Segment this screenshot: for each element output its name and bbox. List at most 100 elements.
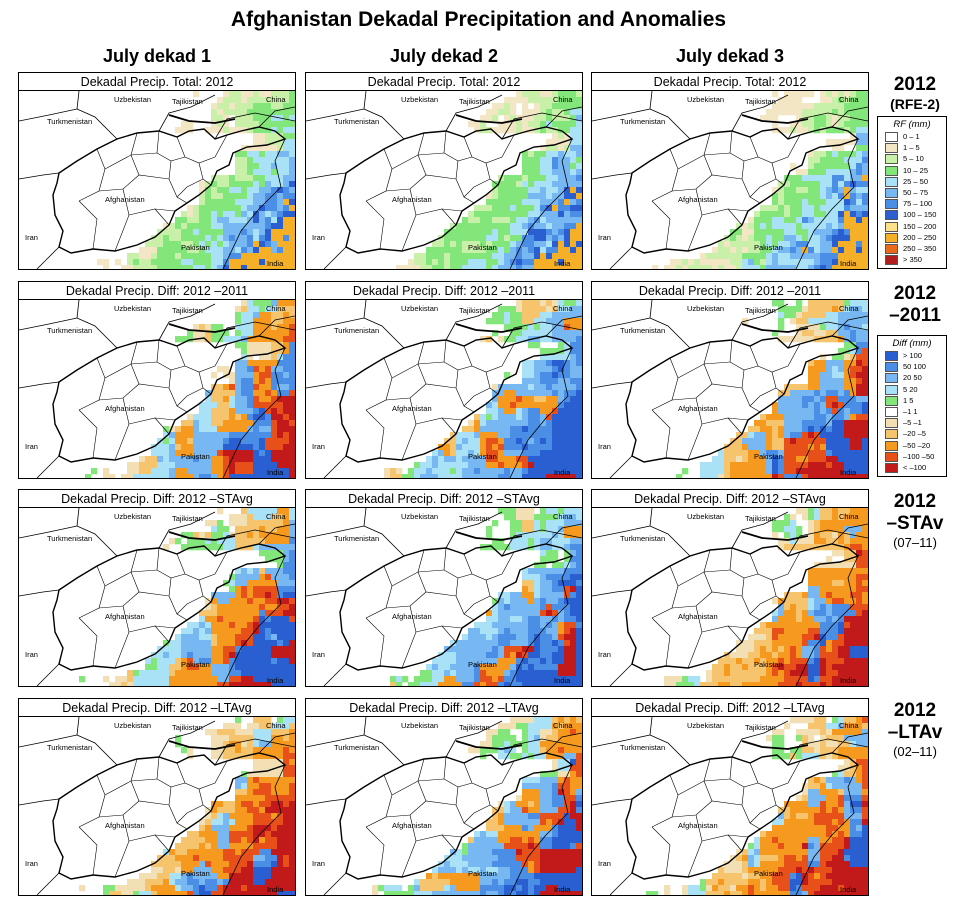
border-line (592, 589, 633, 597)
legend-item: > 350 (878, 254, 946, 266)
province-boundary (741, 804, 761, 830)
border-line (501, 112, 582, 140)
afghanistan-outline (52, 126, 287, 254)
legend-swatch (885, 232, 898, 243)
border-line (76, 508, 118, 557)
province-boundary (463, 595, 491, 615)
province-boundary (677, 361, 731, 379)
province-boundary (130, 549, 140, 593)
province-boundary (749, 595, 777, 615)
border-line (306, 525, 365, 539)
province-boundary (441, 625, 463, 629)
legend-item: 1 5 (878, 395, 946, 406)
border-line (831, 315, 868, 337)
place-label-tajikistan: Tajikistan (172, 723, 203, 732)
panel-title: Dekadal Precip. Total: 2012 (306, 73, 582, 91)
border-line (306, 734, 365, 748)
border-line (222, 138, 286, 269)
legend-item: 250 – 350 (878, 243, 946, 254)
place-label-afghanistan: Afghanistan (105, 195, 145, 204)
province-boundary (78, 357, 106, 411)
legend-swatch (885, 165, 898, 176)
border-line (831, 106, 868, 128)
place-label-turkmenistan: Turkmenistan (334, 117, 380, 126)
province-boundary (391, 152, 445, 170)
place-label-afghanistan: Afghanistan (678, 612, 718, 621)
border-line (222, 347, 286, 478)
legend-swatch (885, 154, 898, 165)
place-label-pakistan: Pakistan (754, 452, 783, 461)
map-panel-row1-col2: Dekadal Precip. Total: 2012 Uzbekistan Taj… (305, 72, 583, 270)
province-boundary (176, 551, 228, 581)
row-label-4: 2012 –LTAv (02–11) (887, 700, 943, 759)
border-line (545, 523, 582, 545)
northern-border-river (455, 531, 523, 541)
border-line (36, 663, 60, 686)
panel-title: Dekadal Precip. Diff: 2012 –STAvg (592, 490, 868, 508)
province-boundary (703, 341, 713, 385)
map-panel-row4-col1: Dekadal Precip. Diff: 2012 –LTAvg Uzbekis… (18, 698, 296, 896)
border-line (19, 798, 60, 806)
column-header-2: July dekad 2 (389, 46, 499, 66)
province-boundary (749, 551, 801, 581)
border-line (731, 94, 789, 132)
province-boundary (441, 417, 463, 421)
legend-label: 100 – 150 (903, 210, 937, 220)
place-label-uzbekistan: Uzbekistan (687, 95, 725, 104)
province-boundary (78, 774, 106, 828)
legend-item: –5 –1 (878, 417, 946, 429)
column-header-1: July dekad 1 (102, 46, 212, 66)
place-label-china: China (553, 721, 573, 730)
place-label-pakistan: Pakistan (754, 243, 783, 252)
precipitation-map (19, 508, 295, 686)
legend-item: 50 – 75 (878, 187, 946, 198)
place-label-india: India (840, 676, 857, 685)
place-label-india: India (267, 676, 284, 685)
place-label-china: China (839, 721, 859, 730)
province-boundary (168, 387, 188, 413)
panel-title: Dekadal Precip. Diff: 2012 –LTAvg (19, 699, 295, 717)
precipitation-map (306, 300, 582, 478)
legend-swatch (885, 440, 898, 451)
province-boundary (417, 132, 427, 176)
map-panel-row4-col2: Dekadal Precip. Diff: 2012 –LTAvg Uzbekis… (305, 698, 583, 896)
province-boundary (98, 174, 170, 192)
province-boundary (441, 834, 463, 838)
place-label-afghanistan: Afghanistan (678, 821, 718, 830)
place-label-afghanistan: Afghanistan (105, 612, 145, 621)
border-line (323, 455, 347, 478)
province-boundary (415, 208, 457, 226)
legend-swatch (885, 210, 898, 221)
border-line (214, 112, 295, 140)
border-line (592, 381, 633, 389)
province-boundary (729, 130, 745, 162)
province-boundary (168, 365, 186, 389)
legend-label: 250 – 350 (903, 243, 937, 253)
province-boundary (128, 834, 170, 852)
place-label-uzbekistan: Uzbekistan (401, 304, 439, 313)
province-boundary (651, 148, 679, 202)
province-boundary (130, 132, 140, 176)
legend-label: > 350 (903, 255, 922, 265)
province-boundary (168, 178, 188, 204)
place-label-uzbekistan: Uzbekistan (687, 721, 725, 730)
province-boundary (741, 782, 759, 806)
place-label-iran: Iran (25, 233, 38, 242)
legend-label: 50 – 75 (903, 187, 929, 197)
northern-border-river (168, 114, 236, 124)
border-line (545, 106, 582, 128)
border-line (609, 663, 633, 686)
map-panel-row3-col1: Dekadal Precip. Diff: 2012 –STAvg Uzbekis… (18, 489, 296, 687)
panel-title: Dekadal Precip. Diff: 2012 –STAvg (306, 490, 582, 508)
border-line (592, 525, 651, 539)
province-boundary (701, 417, 743, 435)
border-line (609, 246, 633, 269)
afghanistan-outline (52, 543, 287, 671)
place-label-iran: Iran (312, 442, 325, 451)
province-boundary (385, 383, 457, 401)
province-boundary (168, 156, 186, 180)
border-line (222, 764, 286, 895)
place-label-tajikistan: Tajikistan (459, 306, 490, 315)
province-boundary (671, 591, 743, 609)
legend-item: > 100 (878, 350, 946, 361)
